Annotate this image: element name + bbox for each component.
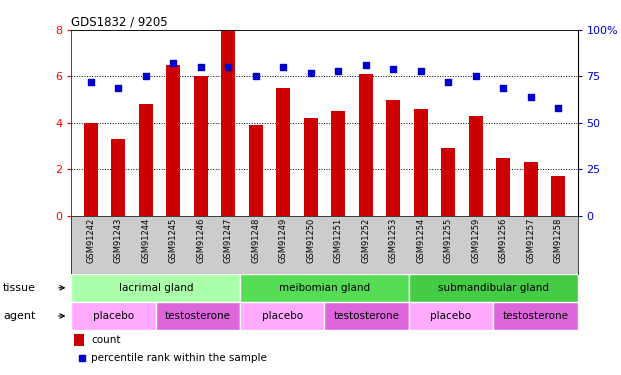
Bar (84, 123, 97, 216)
Bar (493, 302, 578, 330)
Text: GSM91244: GSM91244 (141, 217, 150, 262)
Point (113, 84, 123, 90)
Bar (332, 111, 345, 216)
Text: placebo: placebo (93, 311, 134, 321)
Point (278, 64, 288, 70)
Text: testosterone: testosterone (333, 311, 400, 321)
Bar (409, 274, 578, 302)
Text: testosterone: testosterone (165, 311, 231, 321)
Point (77, 355, 87, 361)
Text: agent: agent (3, 311, 35, 321)
Bar (194, 76, 207, 216)
Bar (75, 334, 84, 346)
Point (333, 68, 343, 74)
Point (86, 79, 96, 85)
Bar (71, 302, 156, 330)
Text: count: count (91, 335, 120, 345)
Text: GSM91255: GSM91255 (444, 217, 453, 262)
Text: GSM91251: GSM91251 (333, 217, 343, 262)
Point (416, 68, 426, 74)
Bar (469, 116, 483, 216)
Text: meibomian gland: meibomian gland (279, 283, 370, 293)
Text: GSM91242: GSM91242 (86, 217, 95, 262)
Point (498, 84, 508, 90)
Bar (386, 100, 400, 216)
Bar (240, 302, 324, 330)
Bar (304, 118, 317, 216)
Bar (71, 274, 240, 302)
Text: GSM91254: GSM91254 (416, 217, 425, 262)
Bar (442, 148, 455, 216)
Bar (156, 302, 240, 330)
Text: GSM91252: GSM91252 (361, 217, 370, 262)
Text: GSM91256: GSM91256 (499, 217, 508, 263)
Text: tissue: tissue (3, 283, 36, 293)
Bar (359, 74, 373, 216)
Text: submandibular gland: submandibular gland (438, 283, 549, 293)
Point (223, 64, 233, 70)
Text: GSM91253: GSM91253 (389, 217, 397, 263)
Point (471, 74, 481, 80)
Bar (409, 302, 493, 330)
Bar (551, 176, 565, 216)
Text: placebo: placebo (261, 311, 303, 321)
Bar (139, 104, 153, 216)
Point (388, 66, 398, 72)
Text: GSM91243: GSM91243 (114, 217, 123, 263)
Bar (111, 139, 125, 216)
Point (168, 60, 178, 66)
Bar (414, 109, 428, 216)
Bar (496, 158, 510, 216)
Text: GSM91259: GSM91259 (471, 217, 480, 262)
Text: GSM91258: GSM91258 (554, 217, 563, 263)
Bar (249, 125, 263, 216)
Point (553, 105, 563, 111)
Text: GSM91246: GSM91246 (196, 217, 205, 263)
Bar (166, 65, 180, 216)
Text: placebo: placebo (430, 311, 471, 321)
Text: GSM91257: GSM91257 (526, 217, 535, 263)
Point (526, 94, 536, 100)
Point (141, 74, 151, 80)
Point (251, 74, 261, 80)
Text: GSM91247: GSM91247 (224, 217, 233, 263)
Bar (240, 274, 409, 302)
Text: percentile rank within the sample: percentile rank within the sample (91, 353, 267, 363)
Point (443, 79, 453, 85)
Bar (324, 302, 409, 330)
Text: lacrimal gland: lacrimal gland (119, 283, 193, 293)
Bar (276, 88, 290, 216)
Point (306, 70, 315, 76)
Bar (221, 30, 235, 216)
Point (361, 62, 371, 68)
Text: GDS1832 / 9205: GDS1832 / 9205 (71, 15, 168, 28)
Text: GSM91249: GSM91249 (279, 217, 288, 262)
Point (196, 64, 206, 70)
Text: GSM91250: GSM91250 (306, 217, 315, 262)
Text: testosterone: testosterone (502, 311, 568, 321)
Text: GSM91245: GSM91245 (169, 217, 178, 262)
Bar (524, 162, 538, 216)
Text: GSM91248: GSM91248 (252, 217, 260, 263)
